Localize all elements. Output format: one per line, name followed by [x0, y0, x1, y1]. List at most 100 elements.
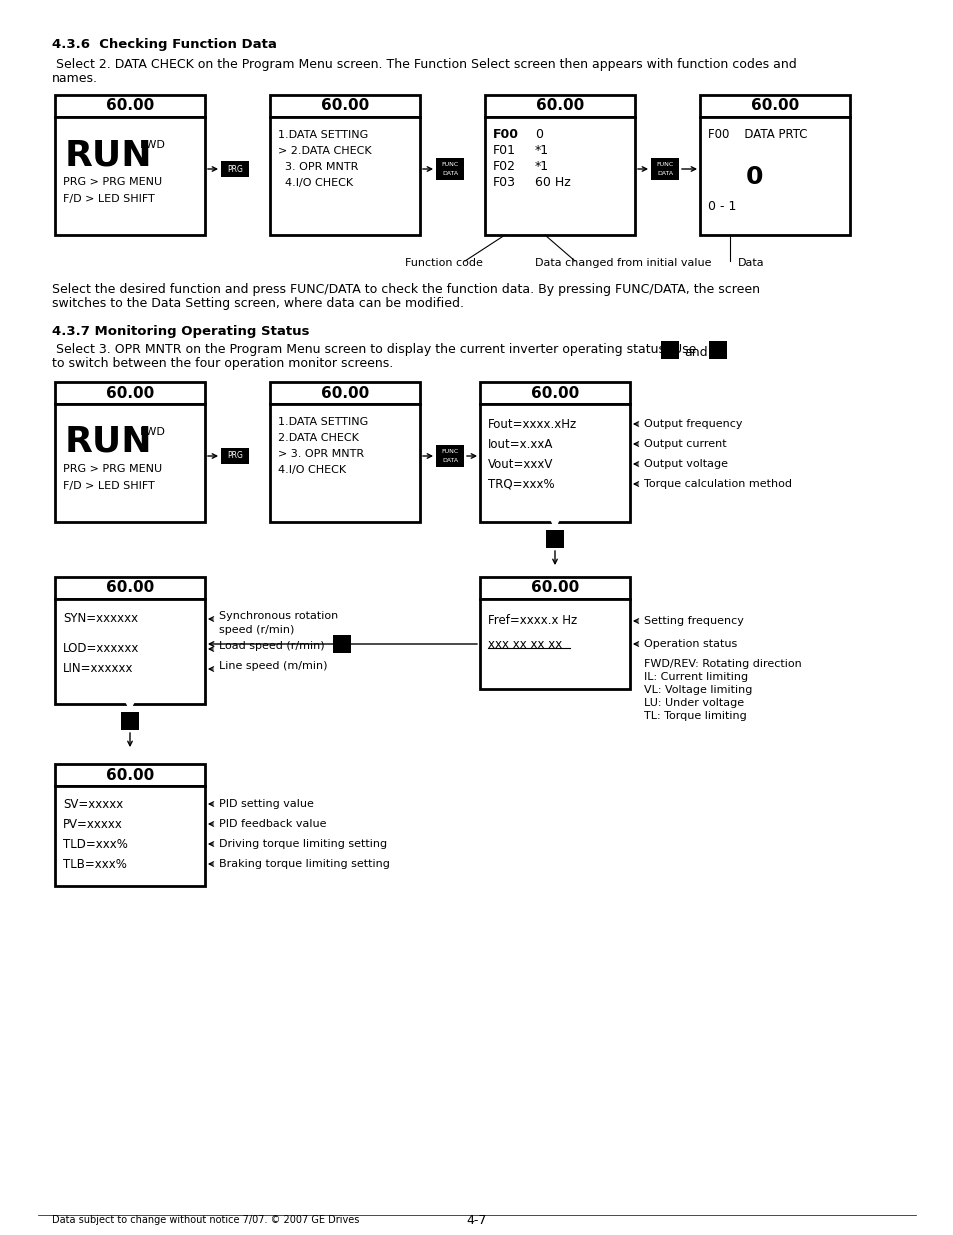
Text: 2.DATA CHECK: 2.DATA CHECK [277, 433, 358, 443]
Text: FWD: FWD [140, 427, 166, 437]
Text: > 2.DATA CHECK: > 2.DATA CHECK [277, 146, 372, 156]
Text: 60.00: 60.00 [750, 99, 799, 114]
Text: FWD/REV: Rotating direction: FWD/REV: Rotating direction [643, 659, 801, 669]
Text: Function code: Function code [405, 258, 482, 268]
Bar [55, 117, 205, 235]
Text: Fref=xxxx.x Hz: Fref=xxxx.x Hz [488, 615, 577, 627]
Bar [221, 161, 249, 177]
Text: PV=xxxxx: PV=xxxxx [63, 818, 123, 830]
Text: Setting frequency: Setting frequency [643, 616, 743, 626]
Polygon shape [547, 514, 561, 529]
Text: 0: 0 [535, 128, 542, 142]
Text: 60.00: 60.00 [530, 580, 578, 595]
Text: DATA: DATA [441, 458, 457, 463]
Bar [479, 382, 629, 404]
Text: Load speed (r/min): Load speed (r/min) [219, 641, 324, 651]
Text: 60.00: 60.00 [106, 99, 154, 114]
Text: F00    DATA PRTC: F00 DATA PRTC [707, 128, 806, 142]
Bar [484, 95, 635, 117]
Text: FWD: FWD [140, 140, 166, 149]
Text: F01: F01 [493, 144, 516, 158]
Text: 4.3.7 Monitoring Operating Status: 4.3.7 Monitoring Operating Status [52, 325, 309, 338]
Bar [479, 599, 629, 689]
Text: 4-7: 4-7 [466, 1214, 487, 1226]
Bar [270, 117, 419, 235]
Text: 60.00: 60.00 [106, 385, 154, 400]
Bar [650, 158, 679, 180]
Text: F02: F02 [493, 161, 516, 173]
Text: 60.00: 60.00 [320, 385, 369, 400]
Text: Driving torque limiting setting: Driving torque limiting setting [219, 839, 387, 848]
Bar [484, 117, 635, 235]
Bar [270, 382, 419, 404]
Text: Output current: Output current [643, 438, 726, 450]
Text: 60.00: 60.00 [536, 99, 583, 114]
Text: VL: Voltage limiting: VL: Voltage limiting [643, 685, 752, 695]
Text: 60 Hz: 60 Hz [535, 177, 570, 189]
Text: F00: F00 [493, 128, 518, 142]
Text: PRG: PRG [227, 164, 243, 173]
Text: PRG > PRG MENU: PRG > PRG MENU [63, 464, 162, 474]
Bar [545, 530, 563, 548]
Text: PRG > PRG MENU: PRG > PRG MENU [63, 177, 162, 186]
Text: Synchronous rotation: Synchronous rotation [219, 611, 338, 621]
Text: 60.00: 60.00 [320, 99, 369, 114]
Text: F03: F03 [493, 177, 516, 189]
Text: FUNC: FUNC [441, 450, 458, 454]
Text: TL: Torque limiting: TL: Torque limiting [643, 711, 746, 721]
Text: and: and [683, 347, 707, 359]
Bar [700, 117, 849, 235]
Bar [436, 158, 463, 180]
Text: 0 - 1: 0 - 1 [707, 200, 736, 214]
Text: FUNC: FUNC [441, 162, 458, 167]
Text: speed (r/min): speed (r/min) [219, 625, 294, 635]
Text: Operation status: Operation status [643, 638, 737, 650]
Polygon shape [123, 697, 137, 710]
Text: LOD=xxxxxx: LOD=xxxxxx [63, 642, 139, 656]
Bar [121, 713, 139, 730]
Text: 60.00: 60.00 [106, 767, 154, 783]
Text: TLB=xxx%: TLB=xxx% [63, 857, 127, 871]
Text: Select 2. DATA CHECK on the Program Menu screen. The Function Select screen then: Select 2. DATA CHECK on the Program Menu… [52, 58, 796, 70]
Text: names.: names. [52, 72, 98, 85]
Bar [55, 764, 205, 785]
Bar [270, 404, 419, 522]
Polygon shape [710, 325, 724, 338]
Text: *1: *1 [535, 144, 549, 158]
Text: F/D > LED SHIFT: F/D > LED SHIFT [63, 194, 154, 204]
Text: RUN: RUN [65, 425, 152, 459]
Text: 60.00: 60.00 [106, 580, 154, 595]
Text: TLD=xxx%: TLD=xxx% [63, 837, 128, 851]
Text: TRQ=xxx%: TRQ=xxx% [488, 478, 554, 490]
Text: PID setting value: PID setting value [219, 799, 314, 809]
Bar [55, 404, 205, 522]
Bar [700, 95, 849, 117]
Text: Torque calculation method: Torque calculation method [643, 479, 791, 489]
Text: SV=xxxxx: SV=xxxxx [63, 798, 123, 810]
Text: DATA: DATA [441, 170, 457, 175]
Text: IL: Current limiting: IL: Current limiting [643, 672, 747, 682]
Text: Braking torque limiting setting: Braking torque limiting setting [219, 860, 390, 869]
Bar [221, 448, 249, 464]
Text: Data subject to change without notice 7/07. © 2007 GE Drives: Data subject to change without notice 7/… [52, 1215, 359, 1225]
Text: switches to the Data Setting screen, where data can be modified.: switches to the Data Setting screen, whe… [52, 296, 463, 310]
Bar [436, 445, 463, 467]
Bar [333, 635, 351, 653]
Text: F/D > LED SHIFT: F/D > LED SHIFT [63, 480, 154, 492]
Text: to switch between the four operation monitor screens.: to switch between the four operation mon… [52, 357, 393, 370]
Polygon shape [662, 325, 677, 338]
Text: Data: Data [738, 258, 763, 268]
Bar [479, 577, 629, 599]
Text: Data changed from initial value: Data changed from initial value [535, 258, 711, 268]
Text: Vout=xxxV: Vout=xxxV [488, 457, 553, 471]
Text: > 3. OPR MNTR: > 3. OPR MNTR [277, 450, 364, 459]
Text: 4.I/O CHECK: 4.I/O CHECK [277, 466, 346, 475]
Text: Select the desired function and press FUNC/DATA to check the function data. By p: Select the desired function and press FU… [52, 283, 760, 296]
Text: SYN=xxxxxx: SYN=xxxxxx [63, 613, 138, 625]
Bar [55, 95, 205, 117]
Text: *1: *1 [535, 161, 549, 173]
Text: Iout=x.xxA: Iout=x.xxA [488, 437, 553, 451]
Polygon shape [335, 619, 349, 634]
Text: 4.3.6  Checking Function Data: 4.3.6 Checking Function Data [52, 38, 276, 51]
Text: Output voltage: Output voltage [643, 459, 727, 469]
